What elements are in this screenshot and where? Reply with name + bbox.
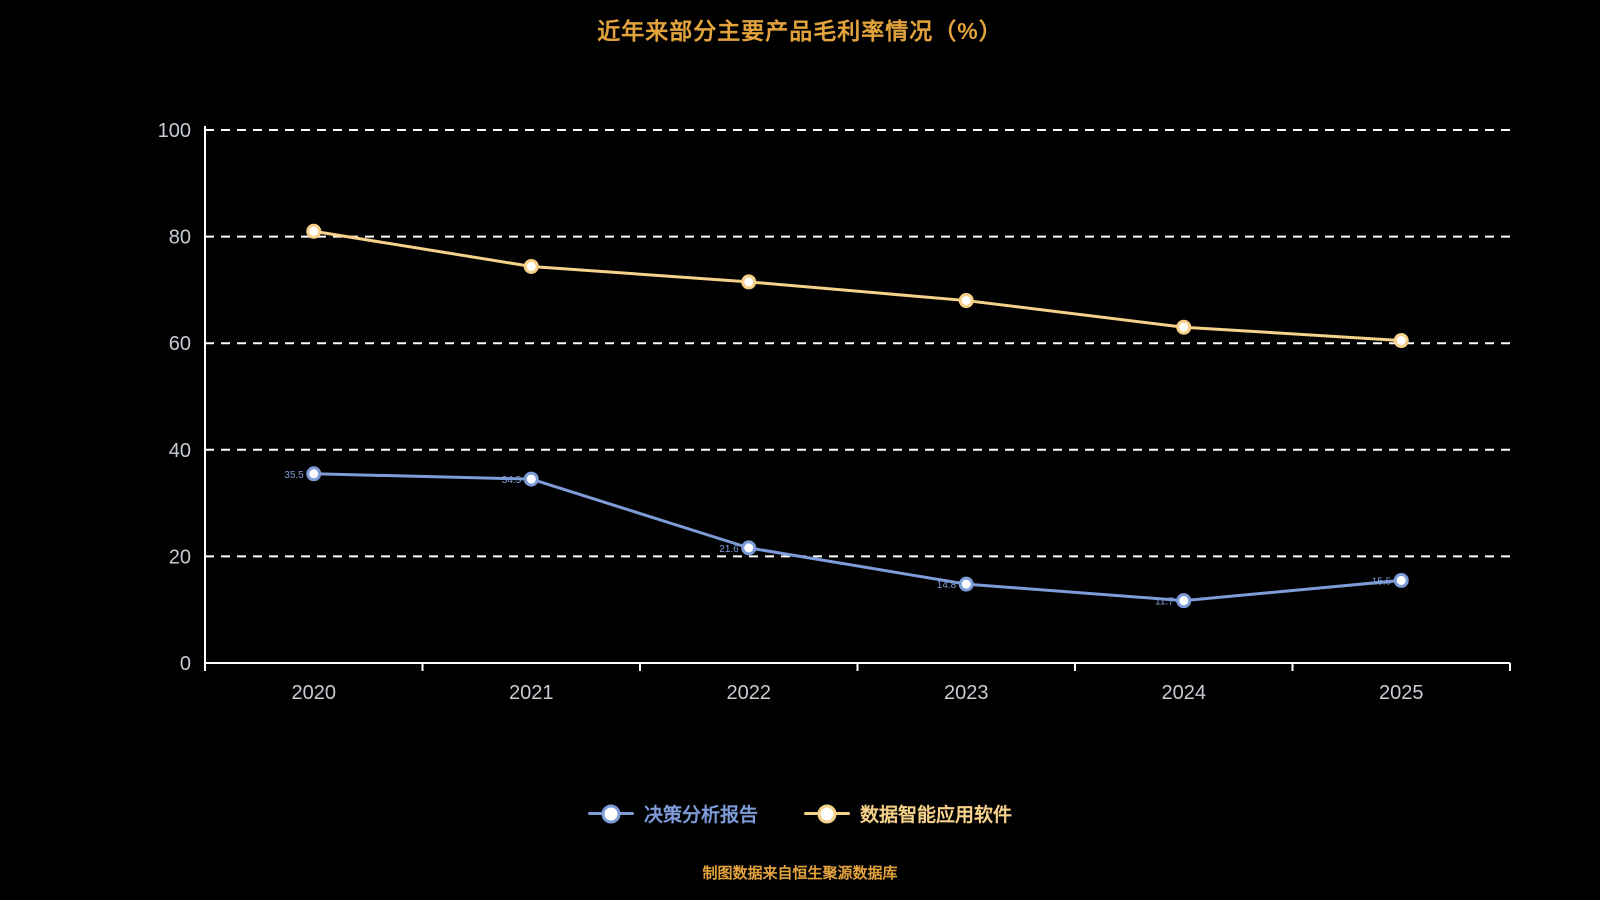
y-tick-label: 60 xyxy=(169,333,191,355)
data-label: 21.6 xyxy=(719,544,739,555)
series-marker[interactable] xyxy=(523,258,539,274)
series-marker[interactable] xyxy=(741,274,757,290)
chart-title: 近年来部分主要产品毛利率情况（%） xyxy=(597,18,1003,44)
legend-label: 决策分析报告 xyxy=(643,805,758,826)
x-tick-label: 2022 xyxy=(727,682,772,704)
series-marker[interactable] xyxy=(1393,572,1409,588)
legend-dot-blue xyxy=(601,804,621,823)
data-label: 14.8 xyxy=(937,580,957,591)
series-marker[interactable] xyxy=(1176,319,1192,335)
x-tick-label: 2021 xyxy=(509,682,554,704)
legend-dot-yellow xyxy=(817,804,837,823)
line-chart: 0 20 40 60 80 100 2020 2021 2022 2023 2024 2025 35.5… xyxy=(158,120,1511,704)
legend-item-series-1[interactable]: 数据智能应用软件 xyxy=(804,800,1012,827)
y-tick-label: 0 xyxy=(180,653,191,675)
x-tick-label: 2024 xyxy=(1162,682,1207,704)
data-label: 35.5 xyxy=(284,470,304,481)
series-marker[interactable] xyxy=(958,293,974,309)
y-tick-label: 20 xyxy=(169,546,191,568)
chart-legend: 决策分析报告 数据智能应用软件 xyxy=(0,800,1600,827)
y-tick-label: 80 xyxy=(169,227,191,249)
y-tick-label: 100 xyxy=(158,120,191,142)
series-marker[interactable] xyxy=(1393,333,1409,349)
x-tick-label: 2025 xyxy=(1379,682,1424,704)
series-marker[interactable] xyxy=(741,540,757,556)
series-marker[interactable] xyxy=(1176,593,1192,609)
x-tick-label: 2023 xyxy=(944,682,989,704)
data-label: 34.5 xyxy=(502,475,522,486)
legend-line-marker-blue xyxy=(587,804,634,823)
data-label: 15.5 xyxy=(1372,576,1392,587)
data-label: 11.7 xyxy=(1155,597,1174,608)
series-marker[interactable] xyxy=(958,576,974,592)
legend-item-series-0[interactable]: 决策分析报告 xyxy=(587,800,758,827)
series-marker[interactable] xyxy=(523,471,539,487)
legend-label: 数据智能应用软件 xyxy=(860,805,1013,826)
series-line xyxy=(312,229,1403,343)
series-marker[interactable] xyxy=(306,466,322,482)
series-marker[interactable] xyxy=(306,223,322,239)
series-line xyxy=(312,472,1403,603)
x-tick-label: 2020 xyxy=(292,682,337,704)
data-source-note: 制图数据来自恒生聚源数据库 xyxy=(702,865,898,882)
y-tick-label: 40 xyxy=(169,440,191,462)
legend-line-marker-yellow xyxy=(804,804,850,823)
